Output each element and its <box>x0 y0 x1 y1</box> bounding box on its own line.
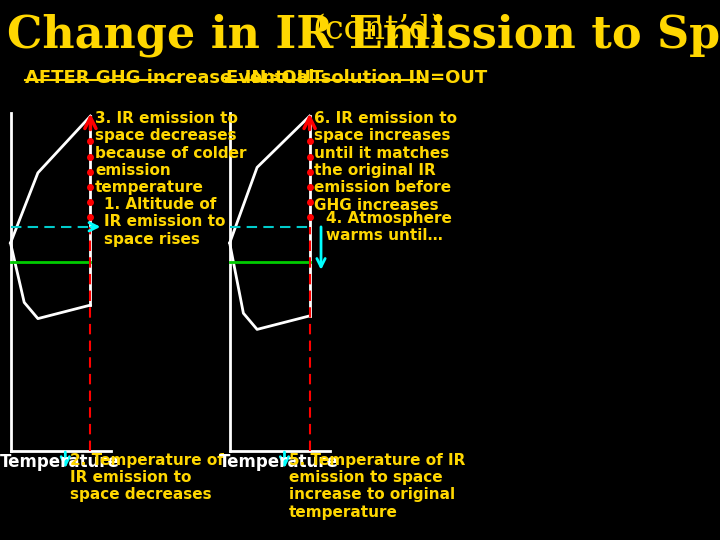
Text: Eventual solution IN=OUT: Eventual solution IN=OUT <box>226 69 487 87</box>
Text: (cont’d): (cont’d) <box>312 14 444 45</box>
Text: Temperature: Temperature <box>0 453 120 470</box>
Text: 3. IR emission to
space decreases
because of colder
emission
temperature: 3. IR emission to space decreases becaus… <box>95 111 246 195</box>
Text: Change in IR Emission to Space: Change in IR Emission to Space <box>7 14 720 57</box>
Text: 6. IR emission to
space increases
until it matches
the original IR
emission befo: 6. IR emission to space increases until … <box>314 111 457 213</box>
Text: 1. Altitude of
IR emission to
space rises: 1. Altitude of IR emission to space rise… <box>104 197 225 247</box>
Text: 2. Temperature of
IR emission to
space decreases: 2. Temperature of IR emission to space d… <box>70 453 224 502</box>
Text: 5. Temperature of IR
emission to space
increase to original
temperature: 5. Temperature of IR emission to space i… <box>289 453 465 519</box>
Text: 4. Atmosphere
warms until…: 4. Atmosphere warms until… <box>325 211 451 243</box>
Text: AFTER GHG increase  IN>OUT: AFTER GHG increase IN>OUT <box>25 69 323 87</box>
Text: Temperature: Temperature <box>219 453 339 470</box>
